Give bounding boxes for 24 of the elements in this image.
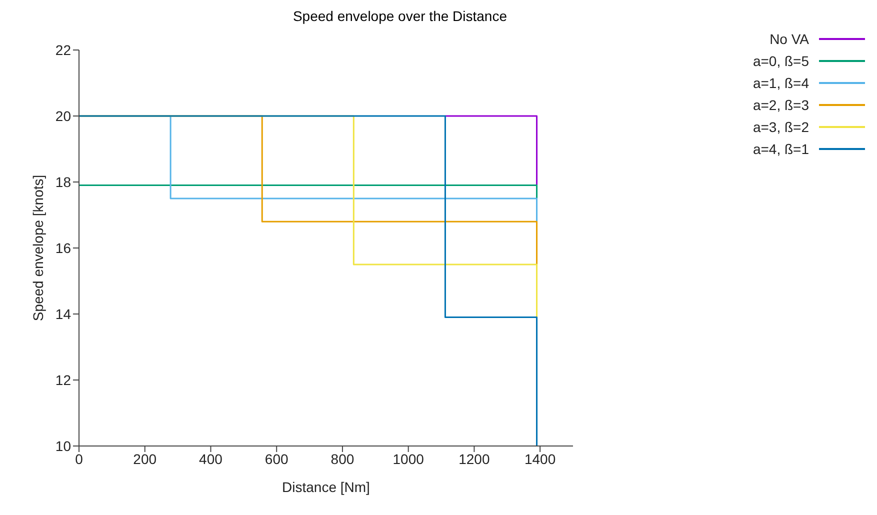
- x-axis-title: Distance [Nm]: [282, 478, 370, 495]
- x-tick-label: 800: [330, 450, 354, 467]
- legend-label: a=1, ß=4: [752, 75, 809, 91]
- legend-label: a=2, ß=3: [752, 97, 809, 113]
- x-tick-label: 0: [75, 450, 84, 467]
- x-tick-label: 1200: [458, 450, 490, 467]
- legend-label: No VA: [770, 31, 809, 47]
- y-tick-label: 20: [55, 108, 72, 124]
- legend-label: a=3, ß=2: [752, 119, 809, 135]
- x-tick-label: 200: [133, 450, 157, 467]
- legend-label: a=4, ß=1: [752, 141, 809, 157]
- y-tick-label: 14: [55, 306, 72, 322]
- chart-title: Speed envelope over the Distance: [292, 8, 508, 24]
- x-tick-label: 400: [199, 450, 223, 467]
- y-axis-title: Speed envelope [knots]: [30, 174, 46, 322]
- y-tick-label: 18: [55, 174, 72, 190]
- x-tick-label: 1000: [392, 450, 424, 467]
- y-tick-label: 12: [55, 372, 72, 388]
- legend-label: a=0, ß=5: [752, 53, 809, 69]
- x-tick-label: 600: [264, 450, 288, 467]
- y-tick-label: 22: [55, 42, 72, 58]
- y-tick-label: 16: [55, 240, 72, 256]
- y-tick-label: 10: [55, 438, 72, 454]
- x-tick-label: 1400: [524, 450, 556, 467]
